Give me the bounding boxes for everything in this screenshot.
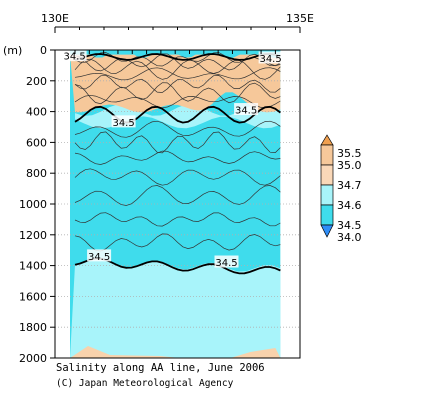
y-tick-label: 600 xyxy=(26,136,47,149)
chart-title: Salinity along AA line, June 2006 xyxy=(56,362,265,374)
band-deep-water xyxy=(70,258,281,358)
y-tick-label: 1400 xyxy=(19,260,47,273)
colorbar-label: 34.0 xyxy=(337,231,362,244)
colorbar-label: 34.6 xyxy=(337,199,362,212)
colorbar-top-arrow xyxy=(320,134,334,146)
contour-label-bg xyxy=(62,49,87,62)
contour-label: 34.5 xyxy=(235,106,257,117)
axes-layer: 130E 135E 0 200 400 600 800 1000 1200 1400 1600 180… xyxy=(19,12,314,365)
colorbar-label: 35.0 xyxy=(337,159,362,172)
contour-line xyxy=(74,67,281,81)
y-tick-label: 1800 xyxy=(19,321,47,334)
contour-label: 34.5 xyxy=(215,258,237,269)
colorbar-segment xyxy=(320,144,334,166)
contour-line xyxy=(74,94,281,109)
contour-line xyxy=(74,131,281,154)
x-tick-label: 135E xyxy=(286,12,314,25)
y-tick-label: 0 xyxy=(40,44,47,57)
contour-label-bg xyxy=(258,51,283,64)
contour-line xyxy=(74,233,281,252)
contour-line xyxy=(74,74,281,93)
contour-line xyxy=(74,212,281,227)
contour-fill-layer xyxy=(70,50,300,358)
contour-label: 34.5 xyxy=(112,118,134,129)
contour-line xyxy=(74,120,281,138)
contour-label-bg xyxy=(214,255,239,268)
band-subsurface-maximum xyxy=(70,54,281,113)
y-tick-label: 400 xyxy=(26,106,47,119)
contour-line xyxy=(74,82,281,105)
contour-line xyxy=(74,58,281,80)
contour-label: 34.5 xyxy=(88,252,110,263)
colorbar-label: 34.7 xyxy=(337,179,362,192)
colorbar-bottom-arrow xyxy=(320,224,334,238)
colorbar-label: 35.5 xyxy=(337,147,362,160)
contour-label-layer: 34.5 34.5 34.5 34.5 34.5 34.5 xyxy=(62,49,283,269)
y-tick-label: 800 xyxy=(26,167,47,180)
colorbar-segment xyxy=(320,204,334,226)
contour-line xyxy=(74,150,281,165)
contour-label-bg xyxy=(234,103,259,116)
y-tick-label: 2000 xyxy=(19,352,47,365)
contour-line xyxy=(74,185,281,206)
y-tick-label: 1200 xyxy=(19,229,47,242)
band-bottom-water-west xyxy=(70,346,180,358)
y-tick-label: 1600 xyxy=(19,290,47,303)
colorbar: 35.535.0 34.7 34.6 34.534.0 xyxy=(320,134,362,244)
contour-line-34-5 xyxy=(74,257,281,275)
band-bottom-water-east xyxy=(230,348,281,358)
credit-text: (C) Japan Meteorological Agency xyxy=(56,378,234,389)
y-tick-label: 200 xyxy=(26,75,47,88)
contour-line xyxy=(74,168,281,186)
colorbar-label: 34.5 xyxy=(337,219,362,232)
contour-label-bg xyxy=(111,115,136,128)
band-surface-layer xyxy=(70,50,281,59)
x-tick-label: 130E xyxy=(41,12,69,25)
contour-line-34-5 xyxy=(74,105,281,124)
band-upper-intermediate xyxy=(75,104,281,129)
contour-label-bg xyxy=(87,249,112,262)
contour-line-layer xyxy=(74,52,281,275)
y-axis-unit-label: (m) xyxy=(3,44,22,57)
contour-line-34-5 xyxy=(74,53,281,61)
contour-label: 34.5 xyxy=(63,52,85,63)
contour-label: 34.5 xyxy=(259,54,281,65)
colorbar-segment xyxy=(320,164,334,186)
y-tick-label: 1000 xyxy=(19,198,47,211)
contour-line xyxy=(74,53,281,72)
no-data-area xyxy=(280,50,300,358)
colorbar-segment xyxy=(320,184,334,206)
